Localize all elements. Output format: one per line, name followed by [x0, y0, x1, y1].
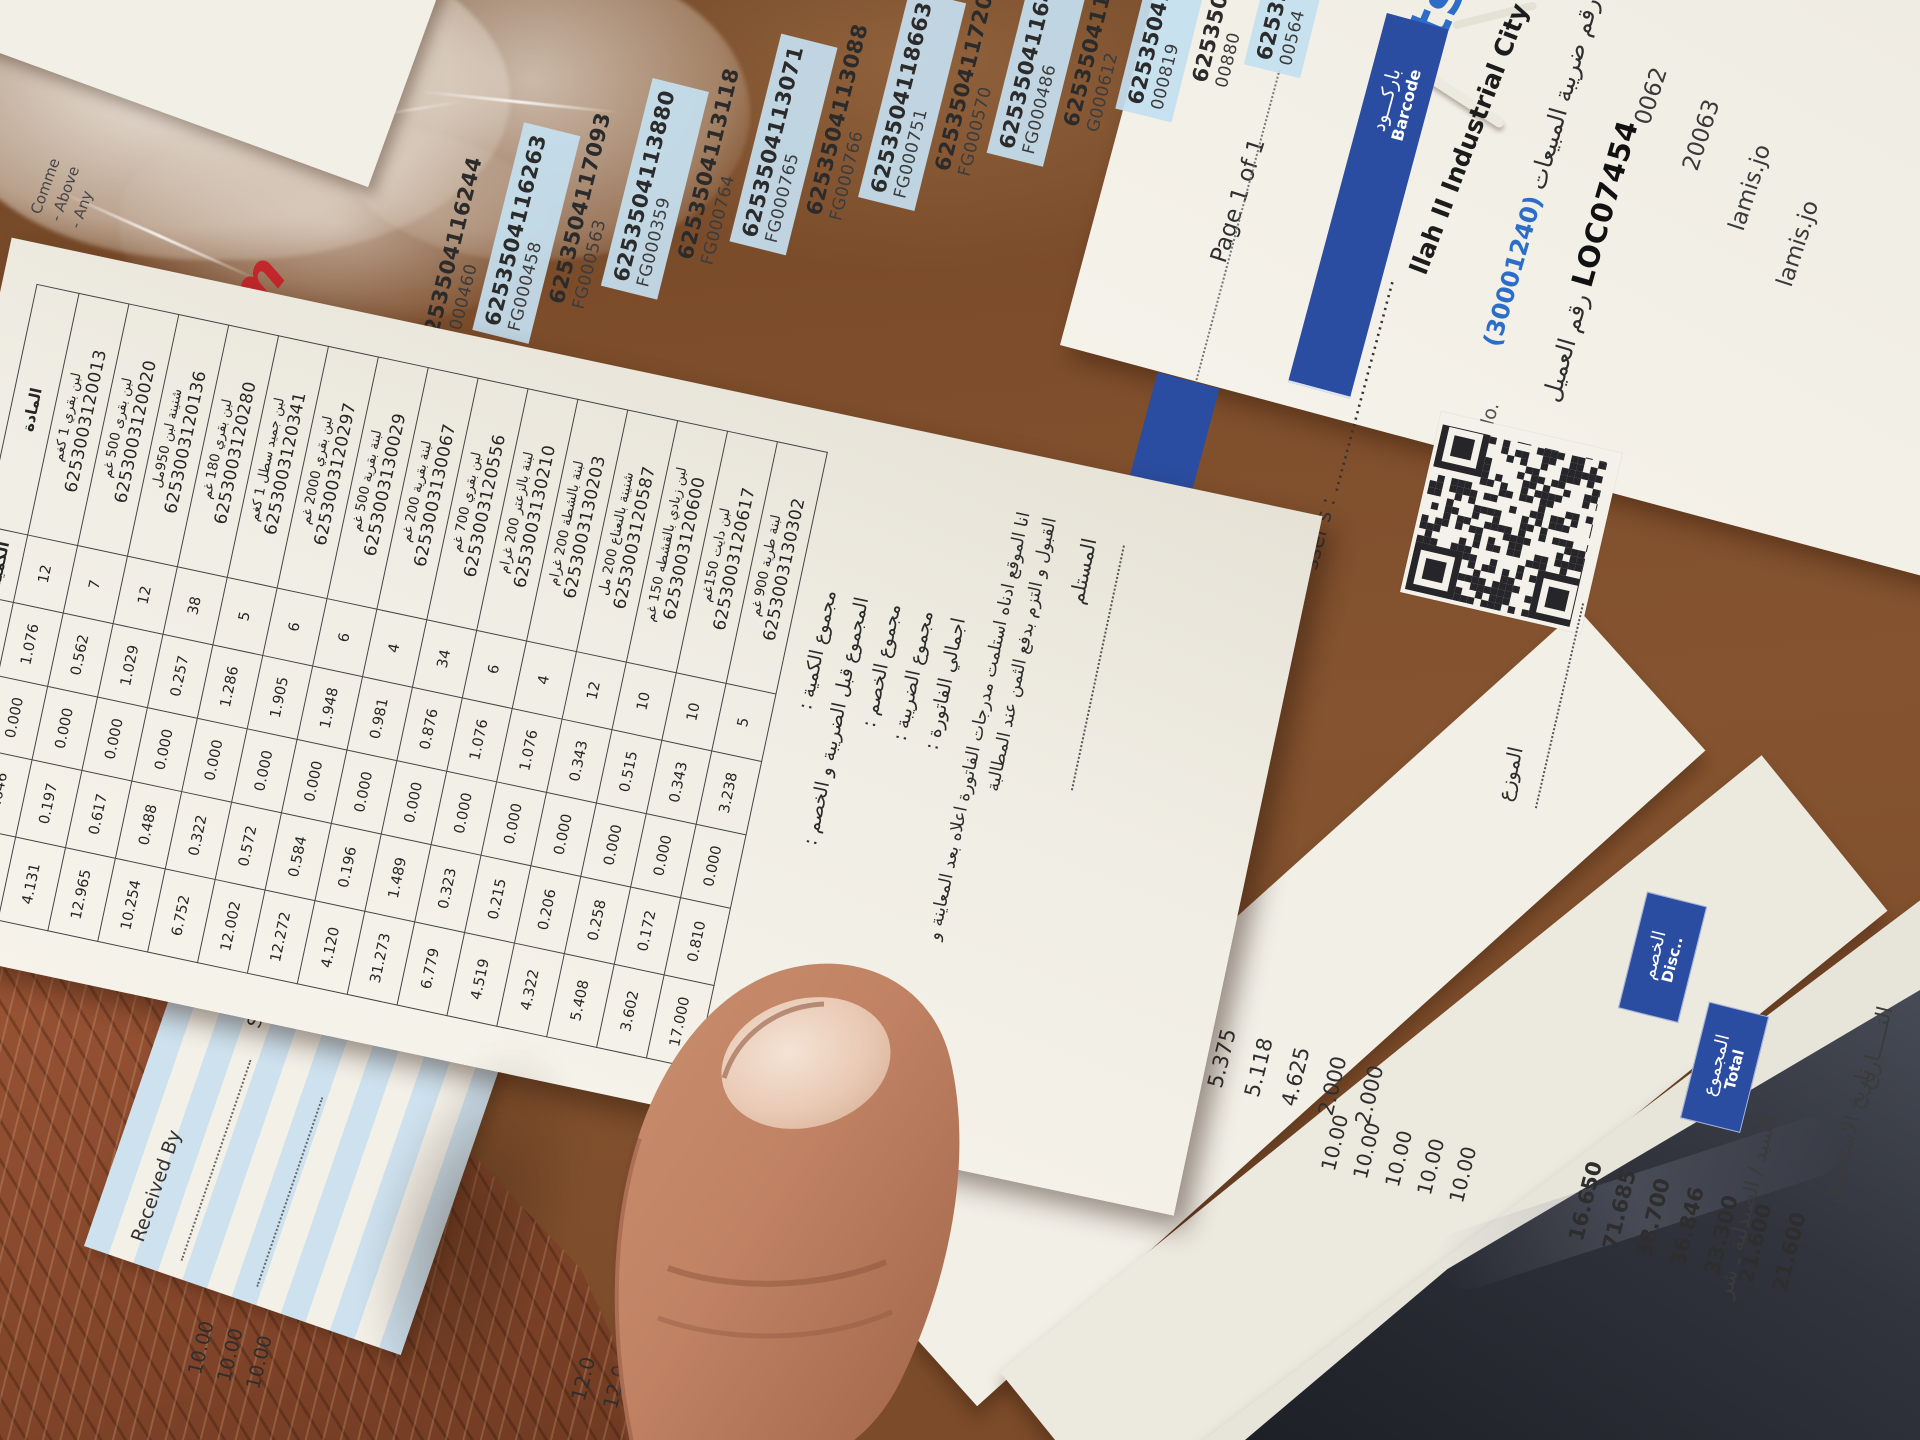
received-by-label: Received By: [127, 1127, 186, 1245]
qr-code: [1400, 411, 1622, 634]
strip-number: 33.300: [1699, 1192, 1743, 1278]
qr-code-image: [1404, 418, 1614, 629]
strip-number: 71.685: [1598, 1167, 1641, 1252]
strip-number: 38.700: [1631, 1175, 1675, 1261]
strip-number: 10.00: [1412, 1135, 1450, 1198]
strip-number: 36.846: [1665, 1184, 1709, 1269]
strip-number: 4.625: [1276, 1044, 1315, 1109]
strip-number: 2.000: [1313, 1053, 1352, 1118]
dotted-line: [256, 1097, 324, 1287]
strip-number: 21.600: [1733, 1201, 1777, 1286]
strip-number: 10.00: [1348, 1119, 1386, 1182]
thumb: [610, 963, 960, 1440]
strip-number: 5.118: [1239, 1035, 1278, 1100]
signature-dotted-line: [180, 1059, 252, 1261]
strip-number: 10.00: [1380, 1127, 1418, 1190]
strip-number: 10.00: [213, 1325, 248, 1385]
